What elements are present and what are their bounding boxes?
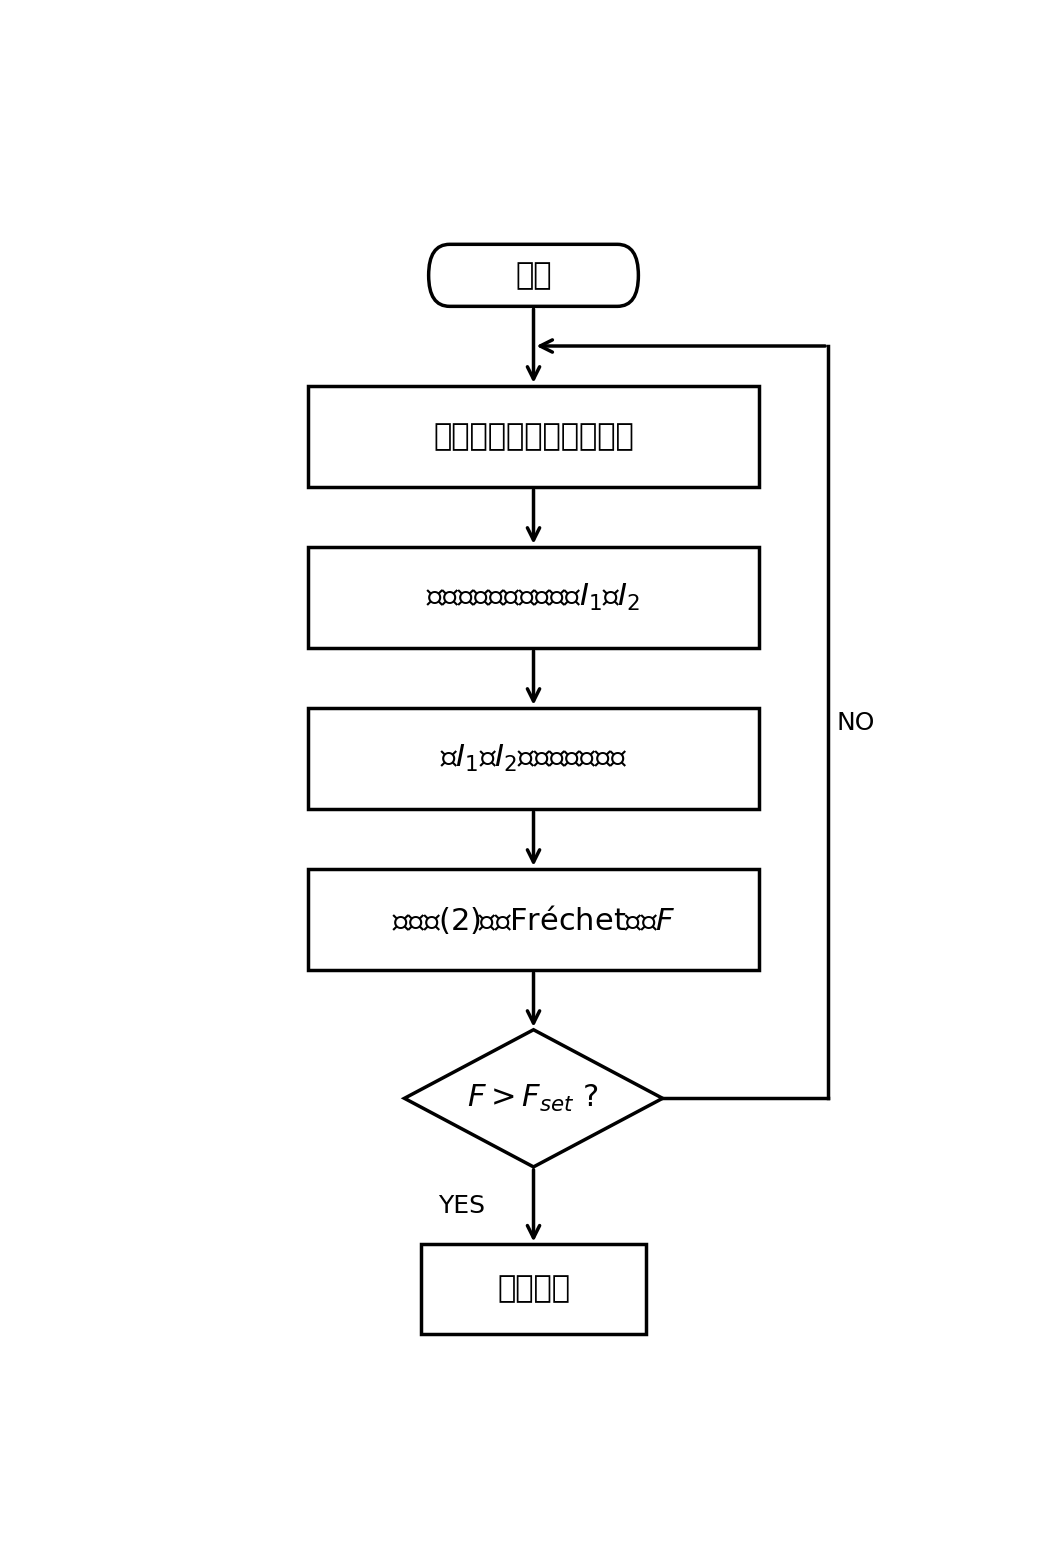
Text: 保护动作: 保护动作 bbox=[497, 1275, 570, 1304]
Text: 利用式(2)计算Fréchet距离$F$: 利用式(2)计算Fréchet距离$F$ bbox=[391, 903, 676, 936]
Bar bbox=[308, 547, 759, 647]
Bar bbox=[421, 1244, 646, 1334]
Bar bbox=[308, 708, 759, 809]
Text: 提取线路两侧电流采样值: 提取线路两侧电流采样值 bbox=[433, 421, 634, 451]
Text: NO: NO bbox=[836, 711, 874, 734]
Text: 对$I_1$、$I_2$进行归一化处理: 对$I_1$、$I_2$进行归一化处理 bbox=[439, 744, 628, 774]
Text: 开始: 开始 bbox=[515, 260, 552, 290]
Bar bbox=[308, 386, 759, 486]
Text: YES: YES bbox=[438, 1194, 485, 1218]
Text: $F > F_{set}\ ?$: $F > F_{set}\ ?$ bbox=[467, 1083, 600, 1114]
FancyBboxPatch shape bbox=[429, 245, 638, 307]
Text: 构造两侧电流波形序列$I_1$、$I_2$: 构造两侧电流波形序列$I_1$、$I_2$ bbox=[427, 582, 640, 613]
Bar bbox=[308, 869, 759, 970]
Polygon shape bbox=[404, 1030, 662, 1166]
